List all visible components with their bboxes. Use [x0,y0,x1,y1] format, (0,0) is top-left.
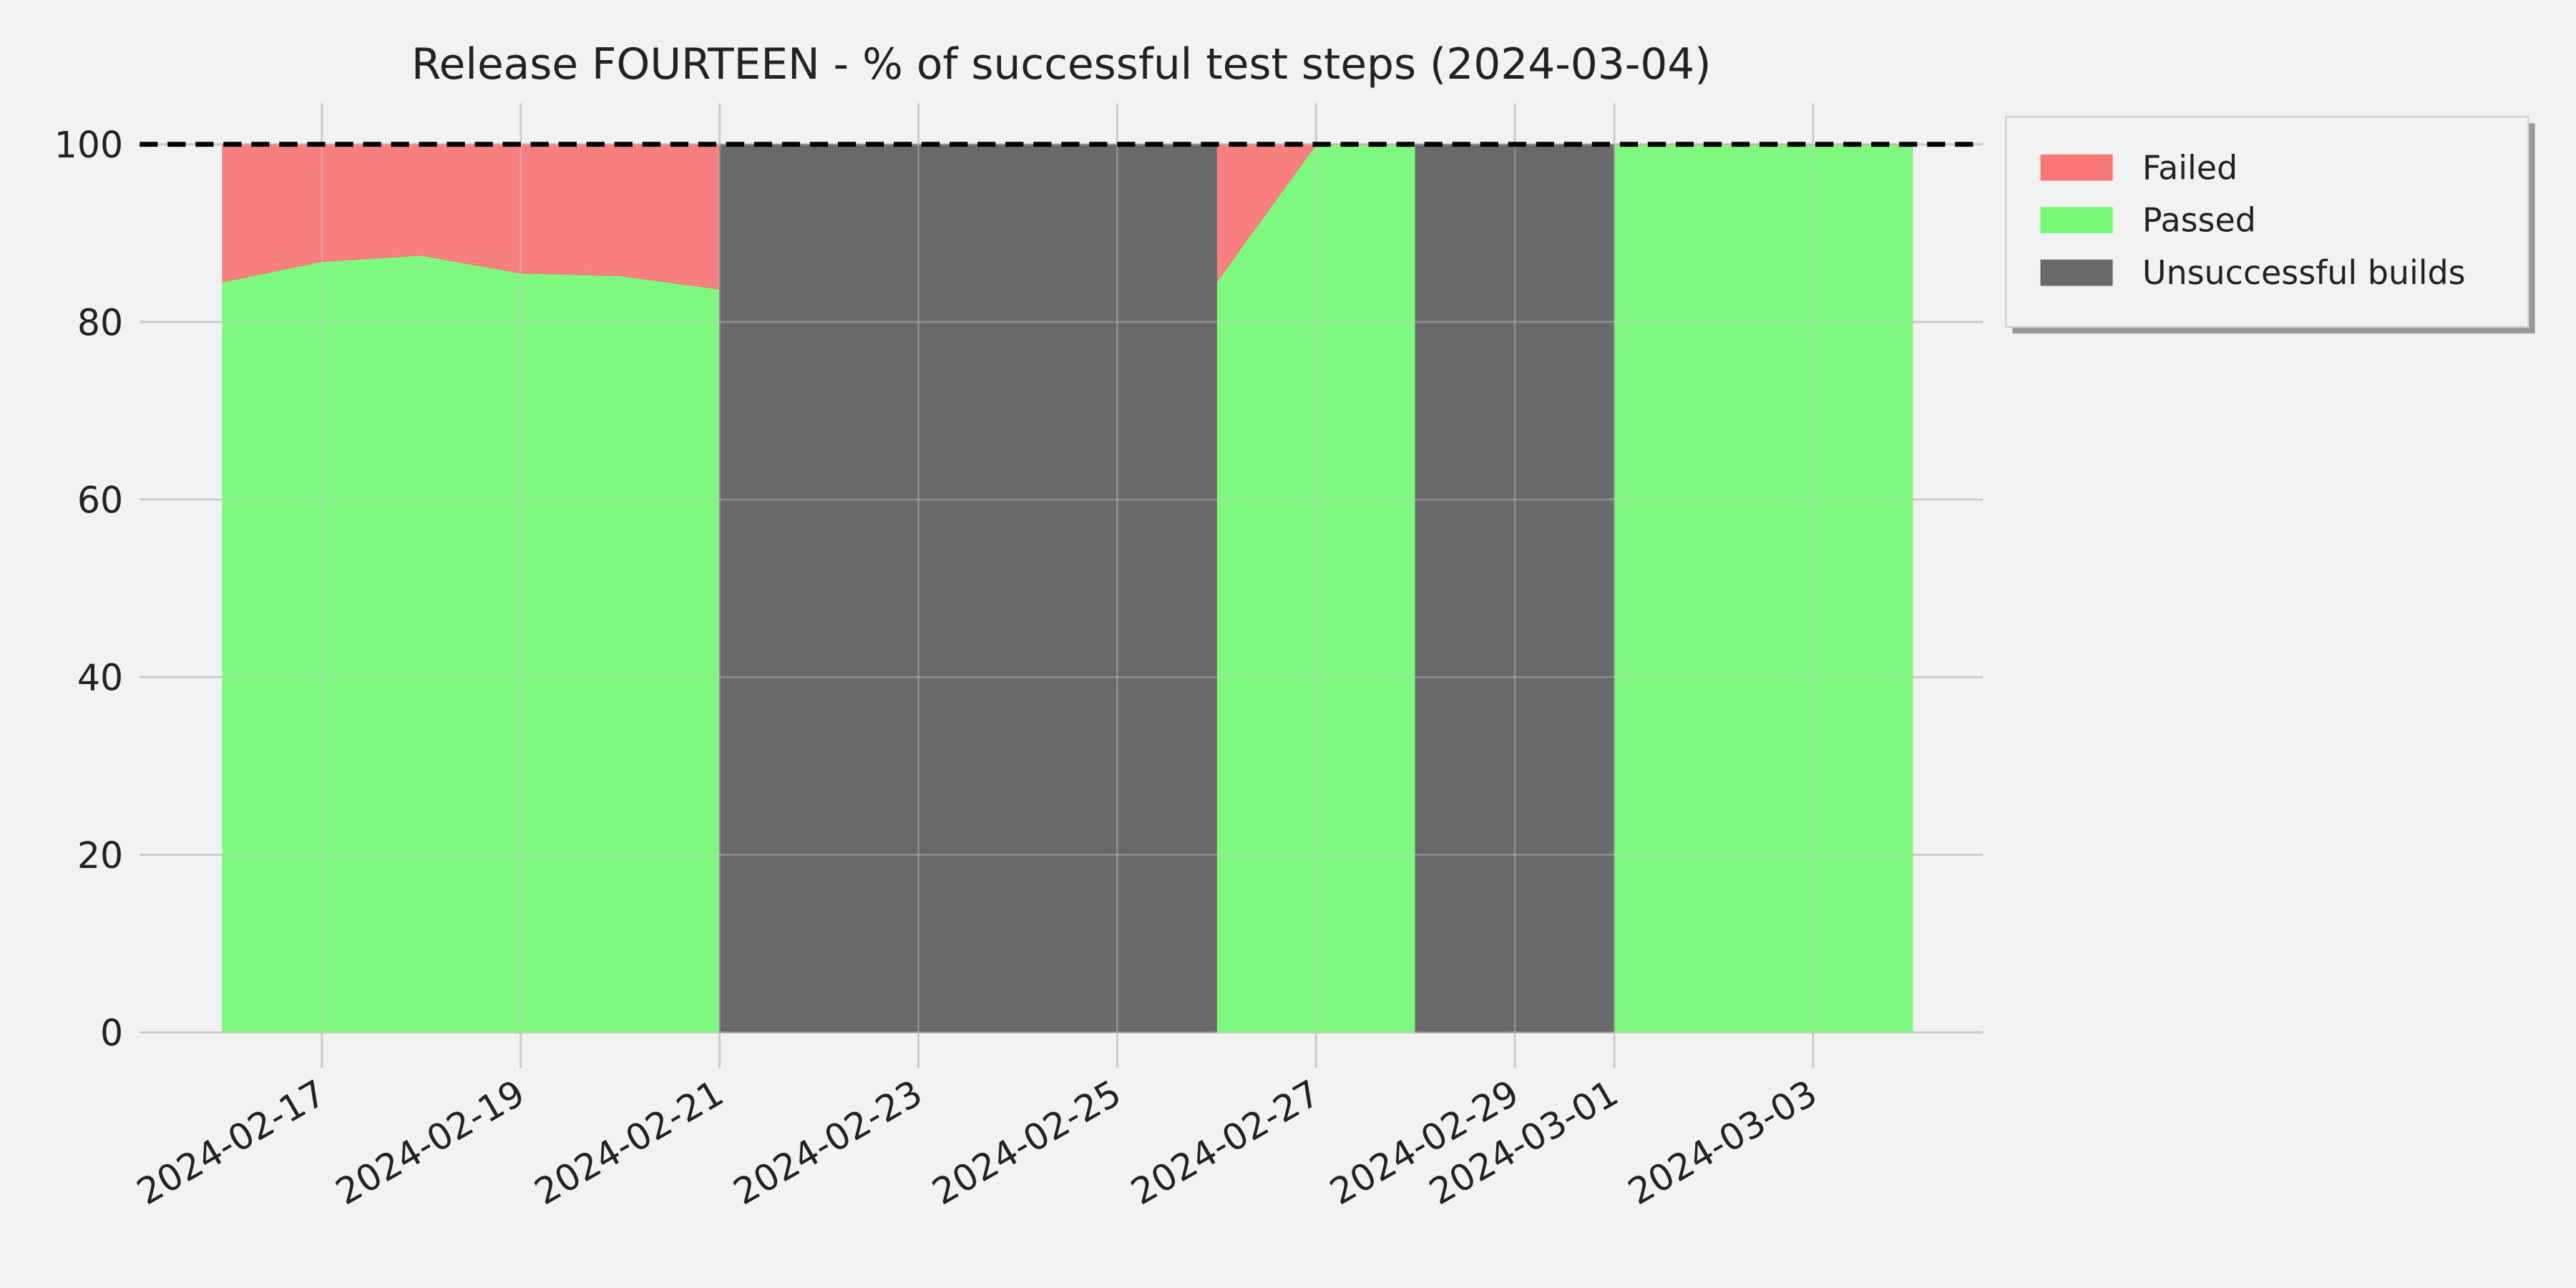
y-tick-label: 40 [77,657,123,699]
y-tick-label: 100 [54,124,123,166]
legend-label: Passed [2142,201,2256,240]
legend-label: Failed [2142,148,2238,187]
legend: Failed Passed Unsuccessful builds [2005,115,2535,334]
y-tick-label: 80 [77,301,123,343]
legend-swatch [2040,154,2113,181]
legend-label: Unsuccessful builds [2142,253,2466,292]
area-unsuccessful-builds [719,144,1615,1033]
y-tick-label: 0 [100,1012,123,1054]
y-tick-label: 20 [77,834,123,877]
chart-title: Release FOURTEEN - % of successful test … [411,40,1712,89]
legend-swatch [2040,259,2113,286]
y-tick-label: 60 [77,479,123,521]
legend-swatch [2040,207,2113,234]
